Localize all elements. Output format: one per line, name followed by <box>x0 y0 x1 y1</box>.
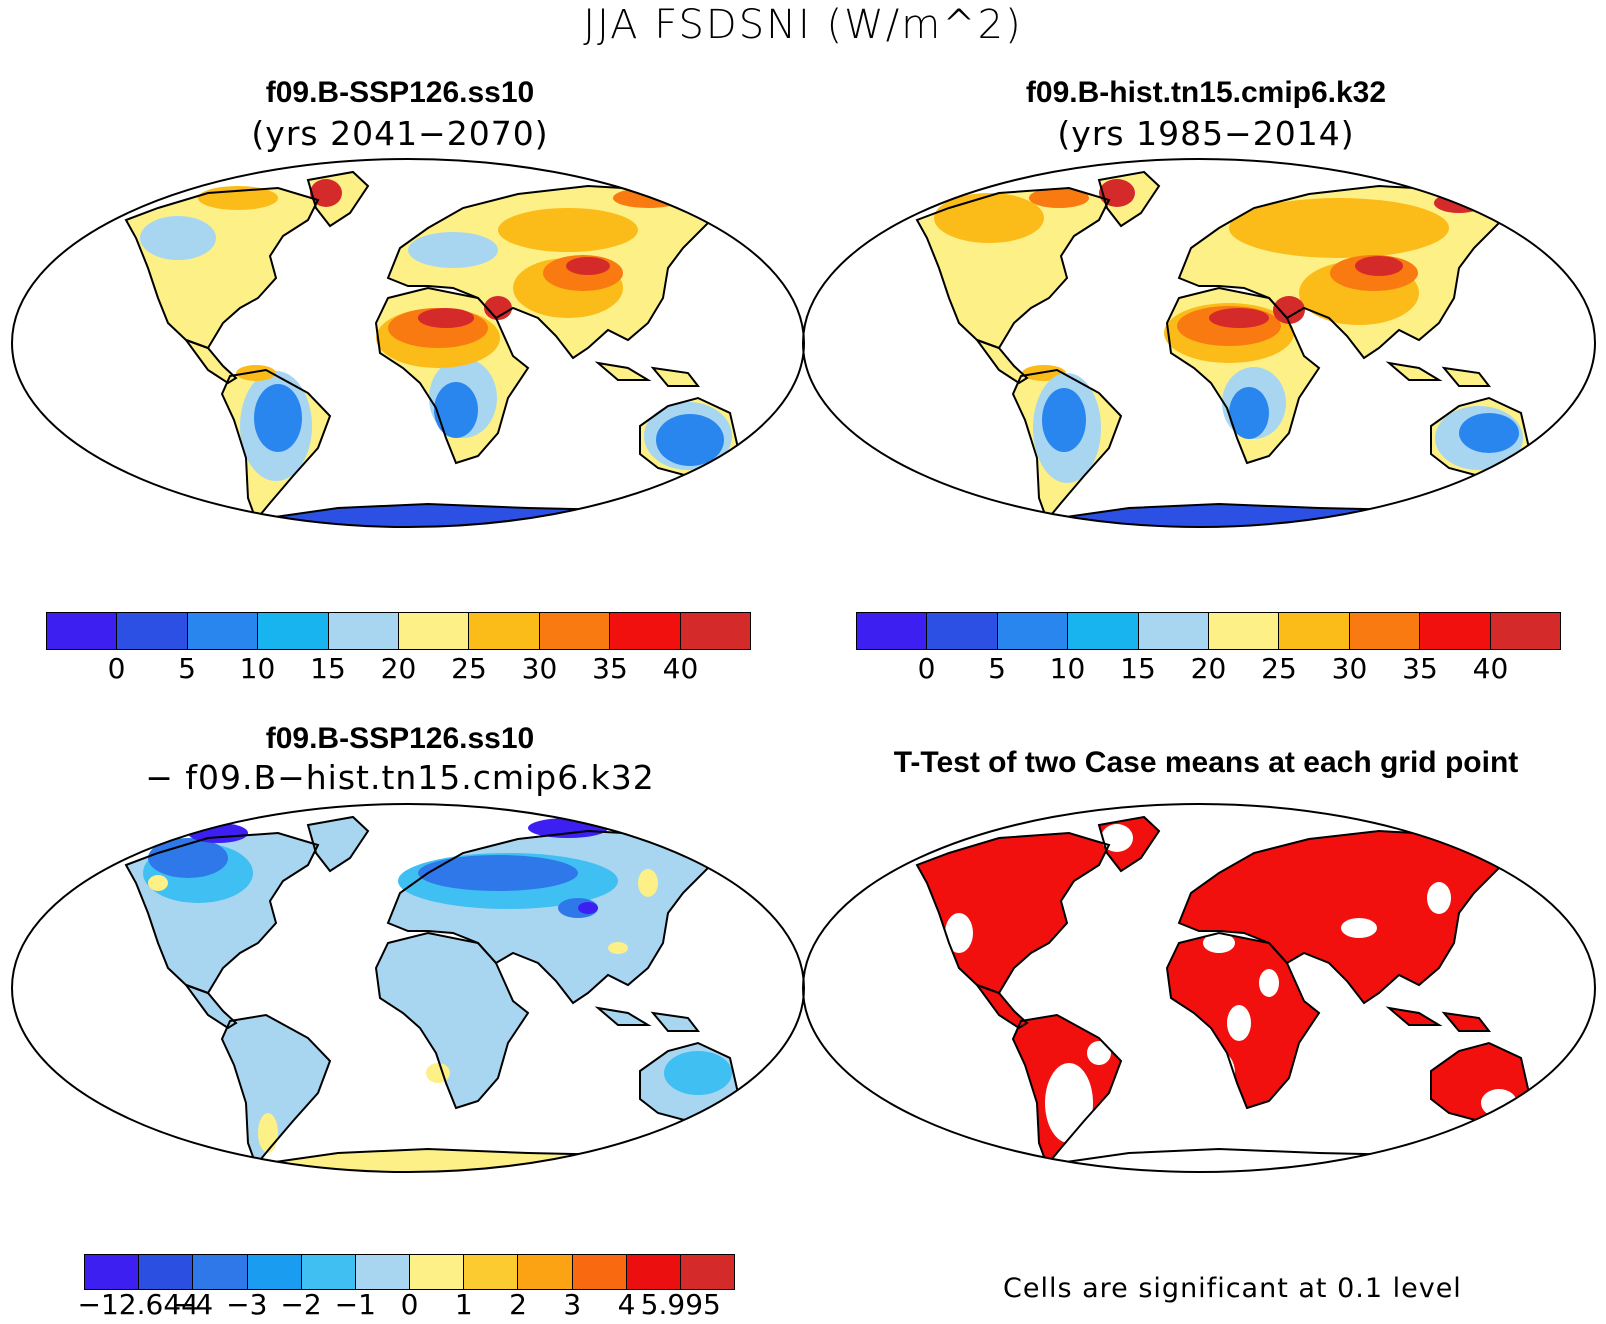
colorbar-tick-label: 1 <box>454 1288 473 1321</box>
colorbar-swatch <box>469 613 540 649</box>
significance-note: Cells are significant at 0.1 level <box>1003 1273 1462 1304</box>
map-ttest-significance <box>802 803 1596 1173</box>
colorbar-swatch <box>301 1255 356 1289</box>
colorbar-tick-label: −2 <box>280 1288 322 1321</box>
colorbar-swatch <box>193 1255 248 1289</box>
colorbar-tick-label: 20 <box>380 652 417 685</box>
colorbar-historical-labels: 0 5 10 15 20 25 30 35 40 <box>856 652 1561 688</box>
colorbar-tick-label: −4 <box>171 1288 214 1321</box>
colorbar-tick-label: 30 <box>521 652 558 685</box>
colorbar-tick-label: 10 <box>239 652 276 685</box>
colorbar-swatch <box>572 1255 627 1289</box>
panel-title-ttest: T-Test of two Case means at each grid po… <box>893 746 1519 779</box>
colorbar-tick-label: 25 <box>1261 652 1297 685</box>
colorbar-swatch <box>610 613 681 649</box>
colorbar-swatch <box>997 613 1069 649</box>
colorbar-swatch <box>410 1255 465 1289</box>
colorbar-tick-label: 5.995 <box>640 1288 721 1321</box>
colorbar-swatch <box>464 1255 519 1289</box>
colorbar-tick-label: 0 <box>400 1288 419 1321</box>
colorbar-tick-label: 40 <box>662 652 699 685</box>
colorbar-swatch <box>328 613 400 649</box>
colorbar-tick-label: 35 <box>1402 652 1438 685</box>
colorbar-tick-label: 3 <box>563 1288 582 1321</box>
colorbar-swatch <box>117 613 188 649</box>
panel-title-difference: f09.B-SSP126.ss10 <box>265 722 535 755</box>
region-low <box>1042 387 1519 453</box>
colorbar-tick-label: 0 <box>917 652 936 685</box>
colorbar-difference <box>84 1254 735 1290</box>
colorbar-swatch <box>85 1255 140 1289</box>
panel-title-future: f09.B-SSP126.ss10 <box>265 76 535 109</box>
colorbar-swatch <box>539 613 611 649</box>
map-difference-fsdsni <box>11 803 805 1173</box>
colorbar-swatch <box>680 1255 735 1289</box>
colorbar-future <box>46 612 751 650</box>
colorbar-tick-label: 2 <box>509 1288 527 1321</box>
colorbar-swatch <box>399 613 470 649</box>
colorbar-tick-label: 30 <box>1331 652 1368 685</box>
colorbar-swatch <box>1138 613 1210 649</box>
colorbar-tick-label: −3 <box>226 1288 268 1321</box>
significant-cells <box>917 817 1529 1165</box>
colorbar-swatch <box>1420 613 1491 649</box>
colorbar-tick-label: 5 <box>988 652 1006 685</box>
panel-title-historical: f09.B-hist.tn15.cmip6.k32 <box>1025 76 1387 109</box>
colorbar-tick-label: 4 <box>617 1288 636 1321</box>
antarctica <box>919 1149 1539 1172</box>
colorbar-swatch <box>355 1255 411 1289</box>
colorbar-swatch <box>258 613 329 649</box>
region-max <box>310 179 610 328</box>
map-historical-fsdsni <box>802 158 1596 528</box>
colorbar-tick-label: 20 <box>1190 652 1227 685</box>
colorbar-swatch <box>47 613 118 649</box>
colorbar-swatch <box>1068 613 1139 649</box>
colorbar-swatch <box>247 1255 302 1289</box>
colorbar-tick-label: 15 <box>1120 652 1156 685</box>
map-border <box>802 158 1596 528</box>
colorbar-tick-label: 35 <box>592 652 628 685</box>
colorbar-tick-label: 10 <box>1049 652 1086 685</box>
colorbar-swatch <box>518 1255 573 1289</box>
figure-title: JJA FSDSNI (W/m^2) <box>583 2 1023 48</box>
antarctica <box>919 504 1539 527</box>
colorbar-tick-label: 15 <box>310 652 346 685</box>
region-low <box>254 382 724 466</box>
colorbar-swatch <box>1349 613 1421 649</box>
colorbar-swatch <box>1209 613 1280 649</box>
colorbar-swatch <box>1279 613 1350 649</box>
map-border <box>802 803 1596 1173</box>
colorbar-swatch <box>927 613 998 649</box>
antarctica <box>128 1149 748 1172</box>
colorbar-tick-label: −1 <box>334 1288 376 1321</box>
panel-subtitle-future: (yrs 2041−2070) <box>251 114 549 153</box>
colorbar-tick-label: −12.644 <box>77 1288 199 1321</box>
colorbar-tick-label: 5 <box>178 652 196 685</box>
colorbar-swatch <box>187 613 259 649</box>
antarctica <box>128 504 748 527</box>
colorbar-tick-label: 0 <box>107 652 126 685</box>
colorbar-swatch <box>857 613 928 649</box>
colorbar-tick-label: 40 <box>1472 652 1509 685</box>
map-future-fsdsni <box>11 158 805 528</box>
panel-subtitle-historical: (yrs 1985−2014) <box>1057 114 1355 153</box>
panel-subtitle-difference: − f09.B−hist.tn15.cmip6.k32 <box>145 758 655 797</box>
colorbar-tick-label: 25 <box>451 652 487 685</box>
colorbar-swatch <box>1490 613 1561 649</box>
colorbar-swatch <box>626 1255 681 1289</box>
colorbar-swatch <box>680 613 751 649</box>
colorbar-swatch <box>139 1255 194 1289</box>
colorbar-difference-labels: −12.644 −4 −3 −2 −1 0 1 2 3 4 5.995 <box>78 1288 735 1324</box>
colorbar-historical <box>856 612 1561 650</box>
colorbar-future-labels: 0 5 10 15 20 25 30 35 40 <box>46 652 751 688</box>
